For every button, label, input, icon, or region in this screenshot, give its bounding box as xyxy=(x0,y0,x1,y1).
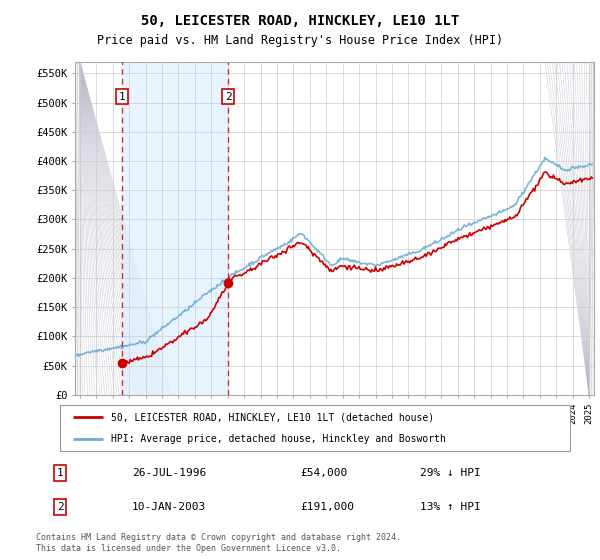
Text: 50, LEICESTER ROAD, HINCKLEY, LE10 1LT (detached house): 50, LEICESTER ROAD, HINCKLEY, LE10 1LT (… xyxy=(111,412,434,422)
Text: 13% ↑ HPI: 13% ↑ HPI xyxy=(420,502,481,512)
Text: 29% ↓ HPI: 29% ↓ HPI xyxy=(420,468,481,478)
Text: 10-JAN-2003: 10-JAN-2003 xyxy=(132,502,206,512)
Text: Price paid vs. HM Land Registry's House Price Index (HPI): Price paid vs. HM Land Registry's House … xyxy=(97,34,503,46)
Text: 2: 2 xyxy=(56,502,64,512)
Text: 2: 2 xyxy=(225,92,232,102)
FancyBboxPatch shape xyxy=(60,405,570,451)
Text: Contains HM Land Registry data © Crown copyright and database right 2024.
This d: Contains HM Land Registry data © Crown c… xyxy=(36,533,401,553)
Text: £191,000: £191,000 xyxy=(300,502,354,512)
Text: 1: 1 xyxy=(56,468,64,478)
Bar xyxy=(122,62,228,395)
Text: 50, LEICESTER ROAD, HINCKLEY, LE10 1LT: 50, LEICESTER ROAD, HINCKLEY, LE10 1LT xyxy=(141,14,459,28)
Text: HPI: Average price, detached house, Hinckley and Bosworth: HPI: Average price, detached house, Hinc… xyxy=(111,435,446,444)
Text: 1: 1 xyxy=(119,92,125,102)
Text: £54,000: £54,000 xyxy=(300,468,347,478)
Text: 26-JUL-1996: 26-JUL-1996 xyxy=(132,468,206,478)
